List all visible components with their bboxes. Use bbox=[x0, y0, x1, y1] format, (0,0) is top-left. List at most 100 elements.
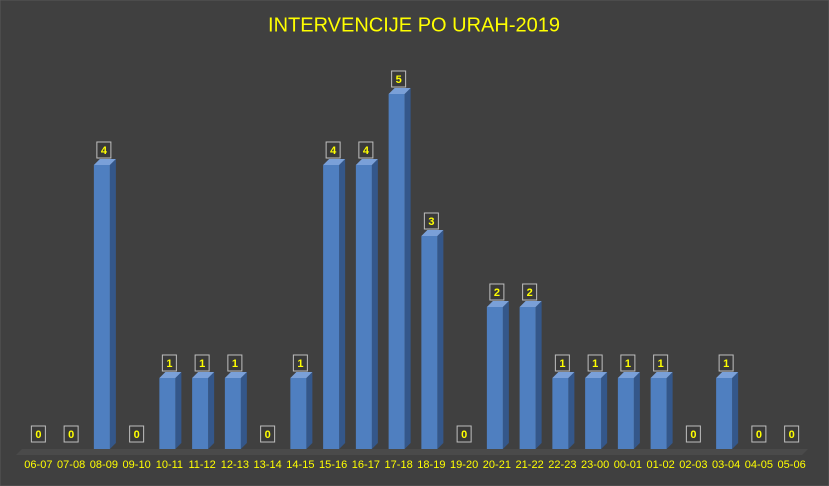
x-tick-label: 17-18 bbox=[385, 459, 413, 471]
x-tick-label: 10-11 bbox=[156, 459, 183, 471]
value-label: 1 bbox=[592, 358, 598, 370]
bar-side bbox=[404, 88, 411, 449]
bar-top bbox=[290, 372, 313, 378]
value-label: 1 bbox=[232, 358, 238, 370]
value-label-box bbox=[96, 141, 112, 159]
bar-top bbox=[93, 159, 116, 165]
bar bbox=[224, 378, 241, 449]
x-tick-label: 09-10 bbox=[123, 459, 151, 471]
value-label: 3 bbox=[428, 216, 434, 228]
value-label: 1 bbox=[723, 358, 729, 370]
bar-top bbox=[388, 88, 411, 94]
value-label: 4 bbox=[330, 145, 337, 157]
x-tick-label: 01-02 bbox=[647, 459, 675, 471]
x-tick-label: 23-00 bbox=[581, 459, 609, 471]
bar bbox=[323, 165, 340, 449]
bar-top bbox=[617, 372, 640, 378]
value-label: 0 bbox=[789, 429, 795, 441]
value-label-box bbox=[161, 354, 177, 372]
bar-side bbox=[175, 372, 182, 449]
x-tick-label: 19-20 bbox=[450, 459, 478, 471]
bar bbox=[486, 307, 503, 449]
value-label-box bbox=[129, 425, 145, 443]
value-label-box bbox=[653, 354, 669, 372]
value-label: 1 bbox=[199, 358, 205, 370]
bar bbox=[650, 378, 667, 449]
bar-side bbox=[109, 159, 116, 449]
value-label: 0 bbox=[35, 429, 41, 441]
bar bbox=[585, 378, 602, 449]
bar bbox=[159, 378, 176, 449]
bar-top bbox=[519, 301, 542, 307]
value-label-box bbox=[751, 425, 767, 443]
value-label-box bbox=[260, 425, 276, 443]
bar-side bbox=[502, 301, 509, 449]
bar-side bbox=[568, 372, 575, 449]
floor bbox=[16, 449, 808, 455]
chart-title: INTERVENCIJE PO URAH-2019 bbox=[268, 14, 560, 36]
value-label: 1 bbox=[658, 358, 664, 370]
value-label: 0 bbox=[134, 429, 140, 441]
bar-top bbox=[224, 372, 247, 378]
x-tick-label: 02-03 bbox=[679, 459, 707, 471]
value-label: 0 bbox=[68, 429, 74, 441]
bar-top bbox=[650, 372, 673, 378]
bar-side bbox=[339, 159, 346, 449]
value-label: 0 bbox=[690, 429, 696, 441]
x-tick-label: 14-15 bbox=[286, 459, 314, 471]
bar-side bbox=[666, 372, 673, 449]
bar bbox=[192, 378, 209, 449]
bar bbox=[290, 378, 307, 449]
value-label-box bbox=[30, 425, 46, 443]
bar bbox=[421, 236, 438, 449]
value-label: 1 bbox=[297, 358, 303, 370]
value-label-box bbox=[456, 425, 472, 443]
bar-top bbox=[486, 301, 509, 307]
bar-top bbox=[159, 372, 182, 378]
bar-top bbox=[192, 372, 215, 378]
value-label-box bbox=[194, 354, 210, 372]
x-tick-label: 13-14 bbox=[254, 459, 282, 471]
bar-top bbox=[552, 372, 575, 378]
x-tick-label: 03-04 bbox=[712, 459, 740, 471]
value-label: 4 bbox=[101, 145, 108, 157]
value-label: 0 bbox=[265, 429, 271, 441]
value-label: 5 bbox=[396, 74, 402, 86]
x-tick-label: 08-09 bbox=[90, 459, 118, 471]
bar bbox=[552, 378, 569, 449]
bar-top bbox=[323, 159, 346, 165]
bar bbox=[355, 165, 372, 449]
value-label-box bbox=[292, 354, 308, 372]
x-tick-label: 15-16 bbox=[319, 459, 347, 471]
value-label-box bbox=[489, 283, 505, 301]
value-label: 4 bbox=[363, 145, 370, 157]
x-tick-label: 16-17 bbox=[352, 459, 380, 471]
value-label-box bbox=[522, 283, 538, 301]
value-label: 1 bbox=[625, 358, 631, 370]
value-label-box bbox=[227, 354, 243, 372]
bar-top bbox=[585, 372, 608, 378]
x-tick-label: 22-23 bbox=[548, 459, 576, 471]
value-label-box bbox=[718, 354, 734, 372]
bar bbox=[519, 307, 536, 449]
x-tick-label: 20-21 bbox=[483, 459, 511, 471]
value-label: 1 bbox=[559, 358, 565, 370]
bar-side bbox=[371, 159, 378, 449]
bar-top bbox=[716, 372, 739, 378]
x-tick-label: 11-12 bbox=[188, 459, 215, 471]
bar-side bbox=[535, 301, 542, 449]
bar-side bbox=[306, 372, 313, 449]
bar bbox=[617, 378, 634, 449]
value-label-box bbox=[620, 354, 636, 372]
value-label-box bbox=[325, 141, 341, 159]
value-label: 0 bbox=[756, 429, 762, 441]
value-label-box bbox=[423, 212, 439, 230]
value-label-box bbox=[63, 425, 79, 443]
x-tick-label: 00-01 bbox=[614, 459, 642, 471]
x-tick-label: 12-13 bbox=[221, 459, 249, 471]
bar bbox=[93, 165, 110, 449]
value-label-box bbox=[784, 425, 800, 443]
value-label-box bbox=[554, 354, 570, 372]
